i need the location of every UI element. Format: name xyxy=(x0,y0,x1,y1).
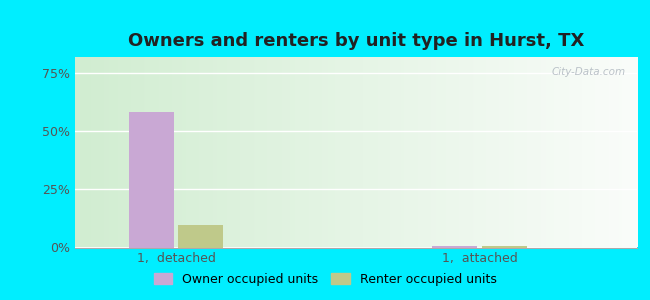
Bar xyxy=(178,225,223,248)
Bar xyxy=(482,246,526,248)
Legend: Owner occupied units, Renter occupied units: Owner occupied units, Renter occupied un… xyxy=(148,268,502,291)
Bar xyxy=(129,112,174,247)
Bar xyxy=(432,246,477,248)
Title: Owners and renters by unit type in Hurst, TX: Owners and renters by unit type in Hurst… xyxy=(127,32,584,50)
Text: City-Data.com: City-Data.com xyxy=(552,67,626,76)
